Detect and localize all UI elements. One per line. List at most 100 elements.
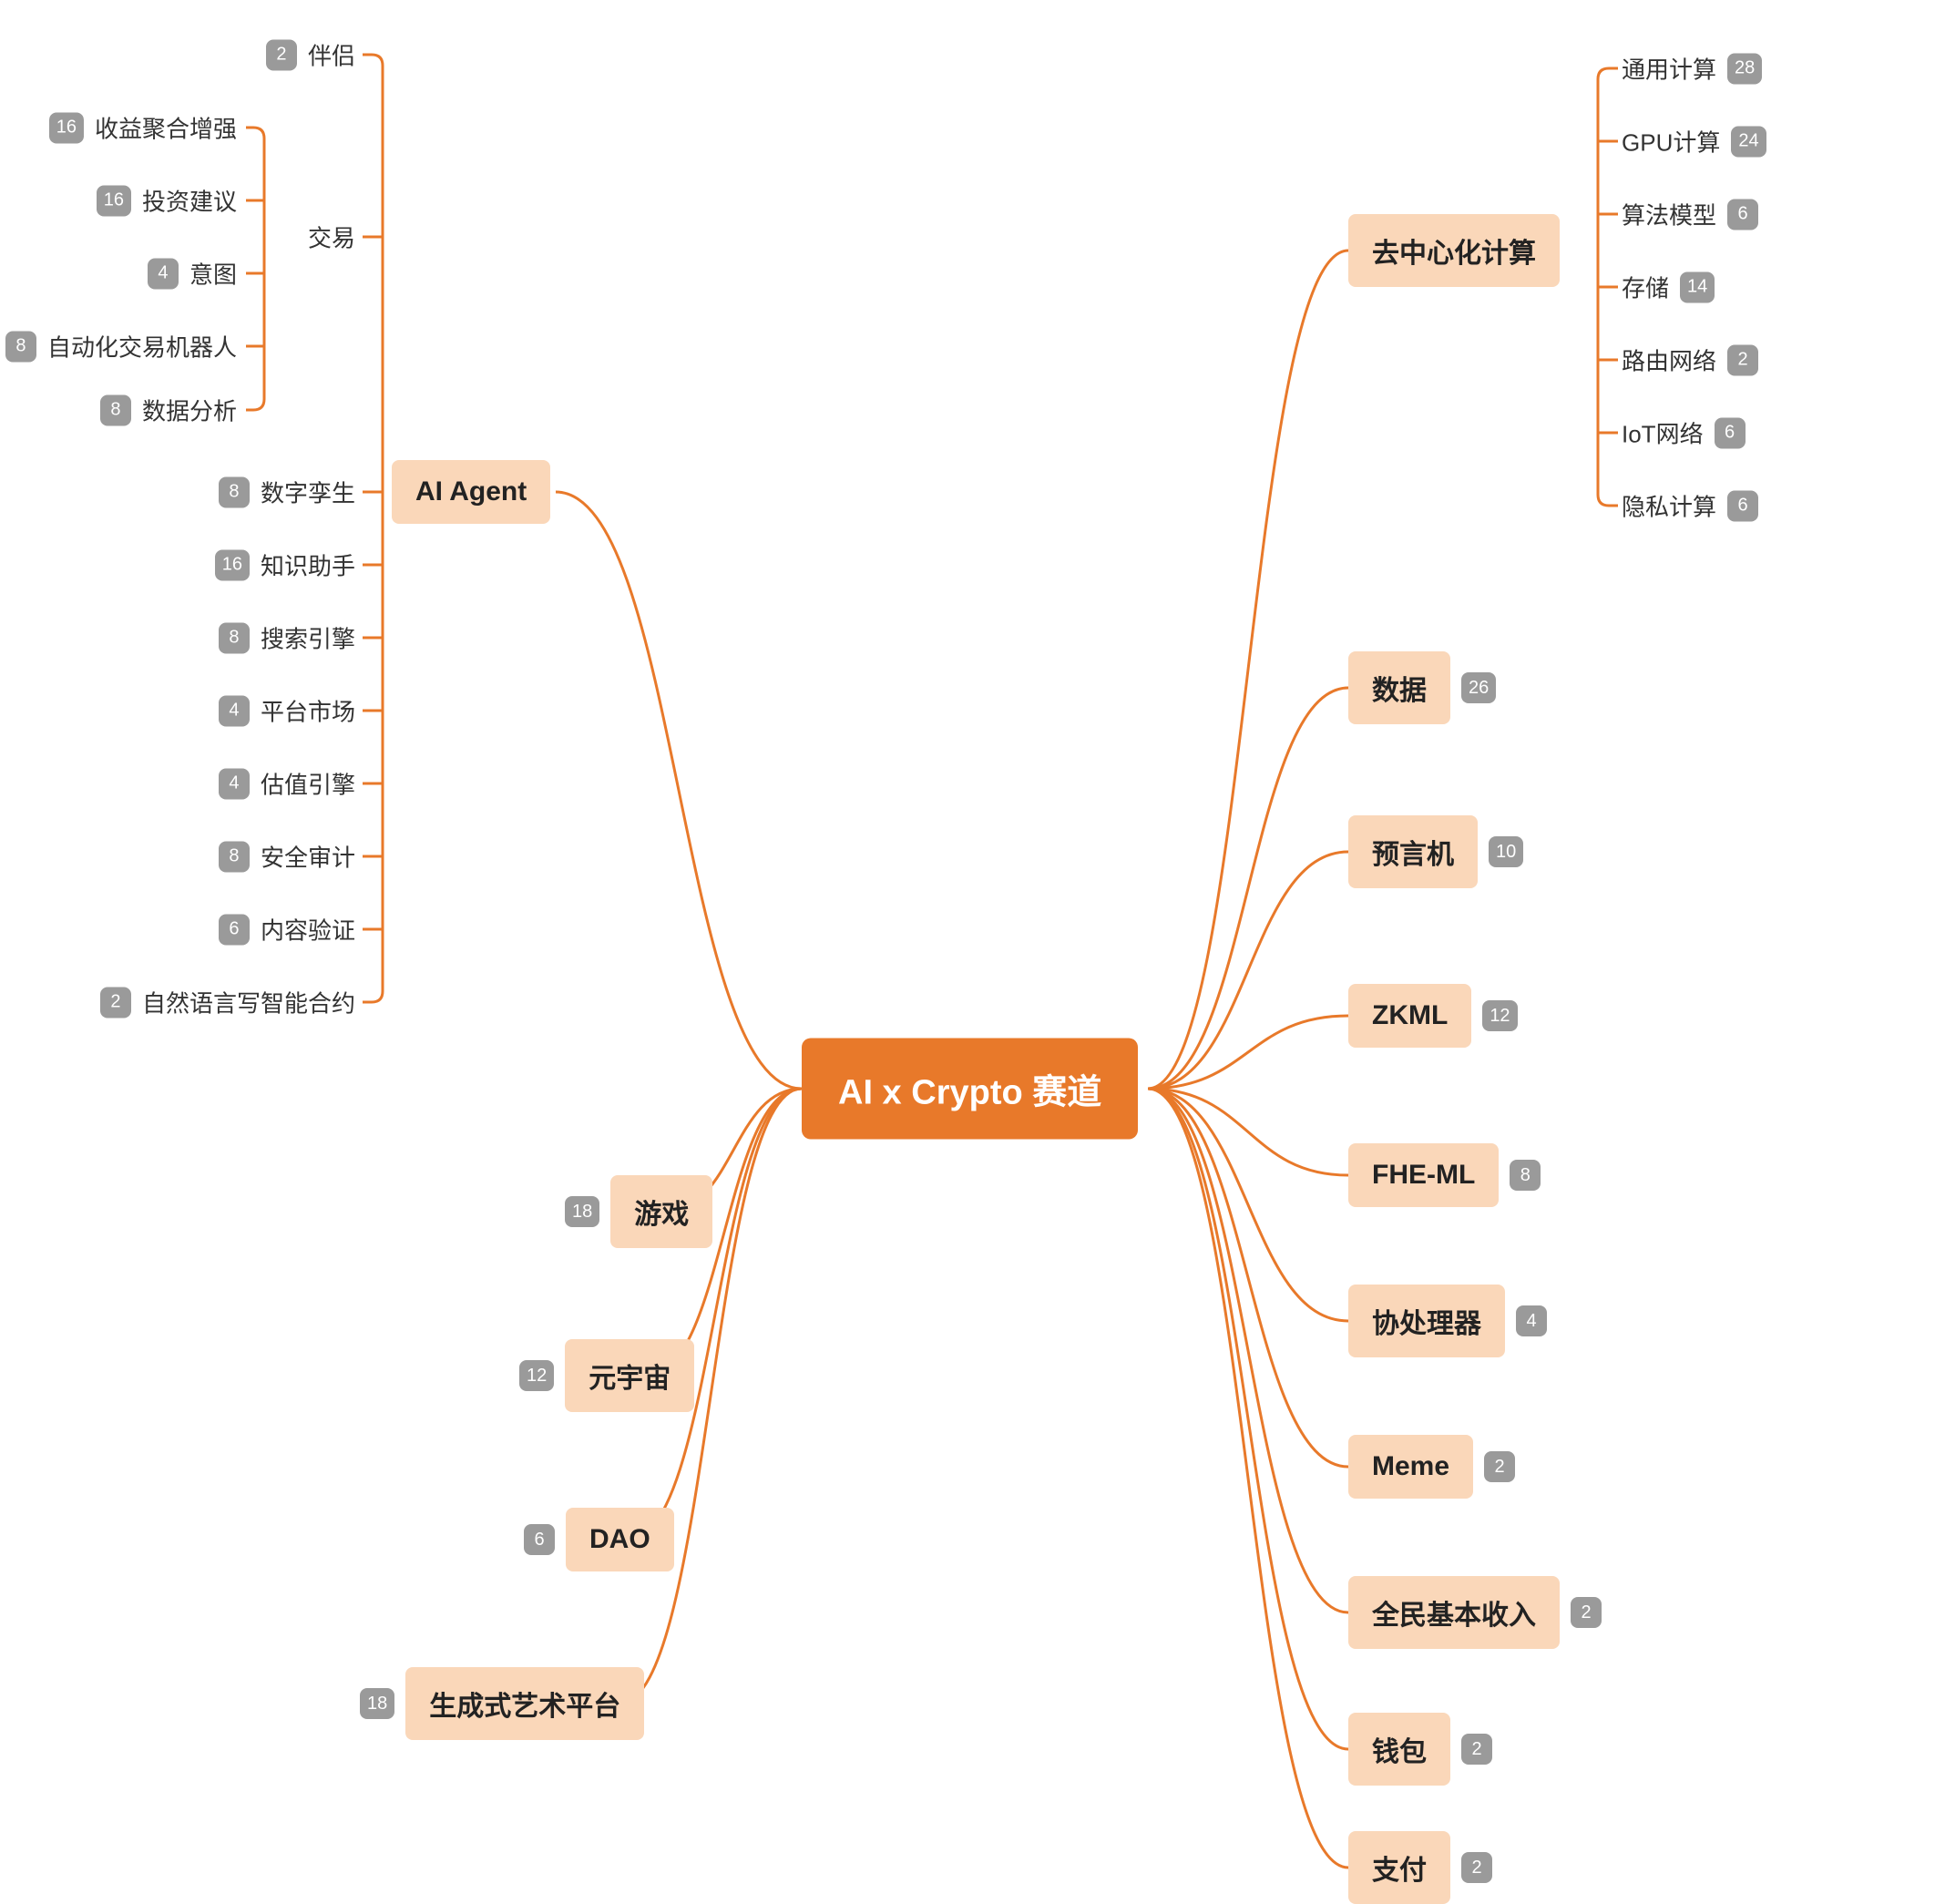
leaf-routing-net-badge: 2 [1727,344,1758,375]
leaf-algo-model-badge: 6 [1727,199,1758,230]
leaf-gpu-compute-badge: 24 [1731,126,1766,157]
branch-wallet-label: 钱包 [1348,1713,1450,1786]
leaf-knowledge-asst: 知识助手 16 [215,548,355,582]
branch-dao-badge: 6 [524,1524,555,1555]
leaf-valuation-engine: 估值引擎 4 [219,767,355,801]
leaf-storage: 存储14 [1622,271,1715,304]
branch-game: 游戏18 [565,1175,712,1248]
leaf-invest-advice-label: 投资建议 [142,184,237,218]
branch-decentral-compute: 去中心化计算 [1348,214,1560,287]
branch-pay-label: 支付 [1348,1831,1450,1904]
branch-gen-art: 生成式艺术平台 18 [360,1667,644,1740]
leaf-security-audit-badge: 8 [219,841,250,872]
branch-dao: DAO 6 [524,1508,674,1571]
branch-oracle-label: 预言机 [1348,815,1478,888]
leaf-companion: 伴侣 2 [266,38,355,72]
leaf-content-verify: 内容验证 6 [219,913,355,947]
leaf-storage-badge: 14 [1680,271,1715,302]
leaf-knowledge-asst-badge: 16 [215,549,250,580]
leaf-yield-agg: 收益聚合增强16 [49,111,237,145]
branch-zkml-badge: 12 [1482,1000,1517,1031]
leaf-nl-smart-contract-badge: 2 [100,987,131,1018]
leaf-nl-smart-contract-label: 自然语言写智能合约 [142,986,355,1019]
branch-coprocessor-badge: 4 [1516,1305,1547,1336]
branch-ai-agent-label: AI Agent [392,460,550,524]
branch-coprocessor-label: 协处理器 [1348,1285,1505,1357]
branch-meme-badge: 2 [1484,1451,1515,1482]
leaf-yield-agg-badge: 16 [49,112,84,143]
leaf-nl-smart-contract: 自然语言写智能合约 2 [100,986,355,1019]
leaf-invest-advice-badge: 16 [97,185,131,216]
leaf-content-verify-badge: 6 [219,914,250,945]
branch-data-badge: 26 [1461,672,1496,703]
leaf-iot-net-badge: 6 [1715,417,1746,448]
leaf-data-analysis-badge: 8 [100,394,131,425]
leaf-auto-trade-bot-label: 自动化交易机器人 [47,330,237,363]
leaf-companion-label: 伴侣 [308,38,355,72]
branch-fhe-ml-badge: 8 [1510,1160,1541,1191]
leaf-trading-label: 交易 [308,220,355,254]
leaf-platform-market: 平台市场 4 [219,694,355,728]
leaf-general-compute: 通用计算 28 [1622,52,1762,86]
branch-ubi-badge: 2 [1571,1597,1602,1628]
leaf-privacy-compute-label: 隐私计算 [1622,489,1716,523]
leaf-search-engine: 搜索引擎 8 [219,621,355,655]
leaf-valuation-engine-label: 估值引擎 [261,767,355,801]
leaf-gpu-compute: GPU计算 24 [1622,125,1766,159]
branch-wallet-badge: 2 [1461,1734,1492,1765]
leaf-digital-twin-label: 数字孪生 [261,476,355,509]
leaf-routing-net-label: 路由网络 [1622,343,1716,377]
mindmap-canvas: AI x Crypto 赛道 AI Agent 伴侣 2 交易 收益聚合增强16 投资建议 1… [0,0,1935,1888]
leaf-companion-badge: 2 [266,39,297,70]
branch-ai-agent: AI Agent [392,460,550,524]
leaf-search-engine-badge: 8 [219,622,250,653]
leaf-routing-net: 路由网络 2 [1622,343,1758,377]
leaf-data-analysis-label: 数据分析 [142,394,237,427]
branch-fhe-ml: FHE-ML8 [1348,1143,1541,1207]
leaf-security-audit: 安全审计8 [219,840,355,874]
leaf-privacy-compute-badge: 6 [1727,490,1758,521]
branch-data: 数据 26 [1348,651,1496,724]
leaf-algo-model-label: 算法模型 [1622,198,1716,231]
leaf-auto-trade-bot-badge: 8 [5,331,36,362]
branch-game-badge: 18 [565,1196,599,1227]
leaf-digital-twin-badge: 8 [219,476,250,507]
branch-gen-art-label: 生成式艺术平台 [405,1667,644,1740]
leaf-general-compute-badge: 28 [1727,53,1762,84]
branch-ubi-label: 全民基本收入 [1348,1576,1560,1649]
leaf-search-engine-label: 搜索引擎 [261,621,355,655]
branch-data-label: 数据 [1348,651,1450,724]
leaf-iot-net-label: IoT网络 [1622,416,1704,450]
branch-pay-badge: 2 [1461,1852,1492,1883]
branch-gen-art-badge: 18 [360,1688,394,1719]
branch-zkml-label: ZKML [1348,984,1471,1048]
leaf-intent: 意图 4 [148,257,237,291]
branch-dao-label: DAO [566,1508,674,1571]
leaf-general-compute-label: 通用计算 [1622,52,1716,86]
leaf-platform-market-badge: 4 [219,695,250,726]
branch-ubi: 全民基本收入 2 [1348,1576,1602,1649]
root-node-label: AI x Crypto 赛道 [802,1039,1138,1140]
leaf-algo-model: 算法模型 6 [1622,198,1758,231]
leaf-privacy-compute: 隐私计算 6 [1622,489,1758,523]
branch-oracle-badge: 10 [1489,836,1523,867]
leaf-auto-trade-bot: 自动化交易机器人 8 [5,330,237,363]
leaf-trading: 交易 [308,220,355,254]
branch-metaverse-badge: 12 [519,1360,554,1391]
leaf-platform-market-label: 平台市场 [261,694,355,728]
branch-decentral-compute-label: 去中心化计算 [1348,214,1560,287]
root-node: AI x Crypto 赛道 [802,1039,1138,1140]
leaf-gpu-compute-label: GPU计算 [1622,125,1720,159]
leaf-iot-net: IoT网络 6 [1622,416,1746,450]
leaf-intent-label: 意图 [189,257,237,291]
branch-oracle: 预言机 10 [1348,815,1523,888]
leaf-data-analysis: 数据分析 8 [100,394,237,427]
leaf-digital-twin: 数字孪生 8 [219,476,355,509]
leaf-content-verify-label: 内容验证 [261,913,355,947]
branch-meme: Meme 2 [1348,1435,1515,1499]
leaf-intent-badge: 4 [148,258,179,289]
leaf-valuation-engine-badge: 4 [219,768,250,799]
leaf-knowledge-asst-label: 知识助手 [261,548,355,582]
branch-meme-label: Meme [1348,1435,1473,1499]
branch-pay: 支付 2 [1348,1831,1492,1904]
